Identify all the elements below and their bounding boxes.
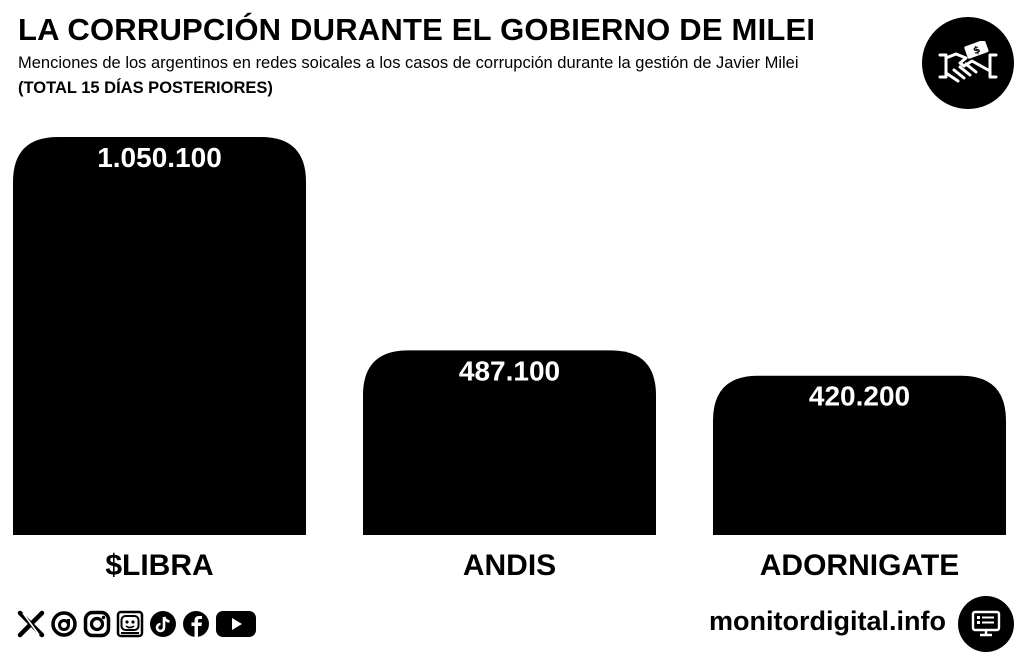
- bar-value-label: 1.050.100: [97, 142, 222, 173]
- svg-text:$: $: [972, 44, 982, 57]
- youtube-icon[interactable]: [214, 608, 258, 640]
- bar-value-label: 420.200: [809, 381, 910, 412]
- page-title: LA CORRUPCIÓN DURANTE EL GOBIERNO DE MIL…: [18, 12, 816, 47]
- handshake-money-icon: $: [922, 17, 1014, 109]
- bar-adornigate: [713, 375, 1006, 535]
- kick-icon[interactable]: [115, 608, 145, 640]
- tiktok-icon[interactable]: [148, 608, 178, 640]
- bar-chart: 1.050.100 $LIBRA 487.100 ANDIS 420.200 ADORNI…: [13, 137, 1006, 582]
- category-label: $LIBRA: [105, 549, 213, 582]
- category-label: ADORNIGATE: [760, 549, 959, 582]
- bar-value-label: 487.100: [459, 355, 560, 386]
- facebook-icon[interactable]: [181, 608, 211, 640]
- threads-icon[interactable]: [49, 608, 79, 640]
- subtitle-note: (TOTAL 15 DÍAS POSTERIORES): [18, 79, 273, 97]
- category-label: ANDIS: [463, 549, 556, 582]
- instagram-icon[interactable]: [82, 608, 112, 640]
- x-icon[interactable]: [16, 608, 46, 640]
- site-url[interactable]: monitordigital.info: [709, 606, 946, 636]
- subtitle: Menciones de los argentinos en redes soi…: [18, 54, 799, 72]
- bar-libra: [13, 137, 306, 535]
- monitor-icon: [958, 596, 1014, 652]
- social-icons: [16, 608, 258, 640]
- bar-andis: [363, 350, 656, 535]
